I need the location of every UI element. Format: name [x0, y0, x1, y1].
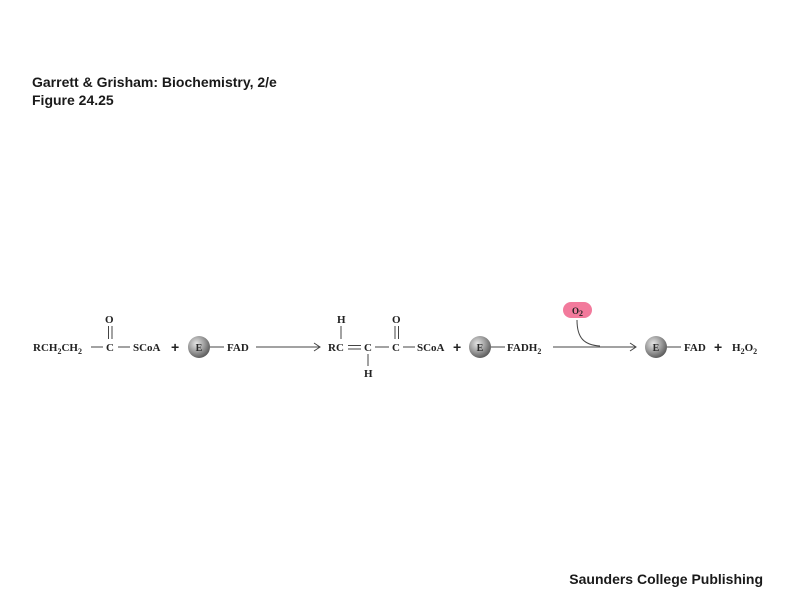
plus-sign: + [714, 339, 722, 355]
figure-header: Garrett & Grisham: Biochemistry, 2/e Fig… [32, 73, 277, 109]
oxygen-input-curve [576, 319, 601, 347]
enzyme-label: E [477, 343, 484, 354]
reaction-arrow [256, 342, 321, 352]
book-title: Garrett & Grisham: Biochemistry, 2/e [32, 74, 277, 90]
product-coa: SCoA [417, 342, 445, 354]
enzyme-label: E [653, 343, 660, 354]
enzyme-label: E [196, 343, 203, 354]
product-carbonyl-oxygen: O [392, 314, 401, 326]
product-h-bottom: H [364, 368, 373, 380]
enzyme-sphere: E [188, 336, 210, 358]
fad-oxidized: FAD [227, 342, 249, 354]
oxygen-label: O2 [572, 306, 583, 318]
product-c2: C [364, 342, 372, 354]
enzyme-sphere: E [645, 336, 667, 358]
substrate-carbonyl-carbon: C [106, 342, 114, 354]
product-rc: RC [328, 342, 344, 354]
plus-sign: + [171, 339, 179, 355]
substrate-alkyl: RCH2CH2 [33, 342, 82, 356]
plus-sign: + [453, 339, 461, 355]
oxygen-molecule: O2 [563, 302, 592, 318]
publisher-credit: Saunders College Publishing [569, 571, 763, 587]
fadh2-reduced: FADH2 [507, 342, 541, 356]
substrate-carbonyl-oxygen: O [105, 314, 114, 326]
substrate-coa: SCoA [133, 342, 161, 354]
product-carbonyl-carbon: C [392, 342, 400, 354]
figure-number: Figure 24.25 [32, 92, 114, 108]
hydrogen-peroxide: H2O2 [732, 342, 757, 356]
enzyme-sphere: E [469, 336, 491, 358]
product-h-top: H [337, 314, 346, 326]
reaction-arrow [553, 342, 637, 352]
fad-regenerated: FAD [684, 342, 706, 354]
